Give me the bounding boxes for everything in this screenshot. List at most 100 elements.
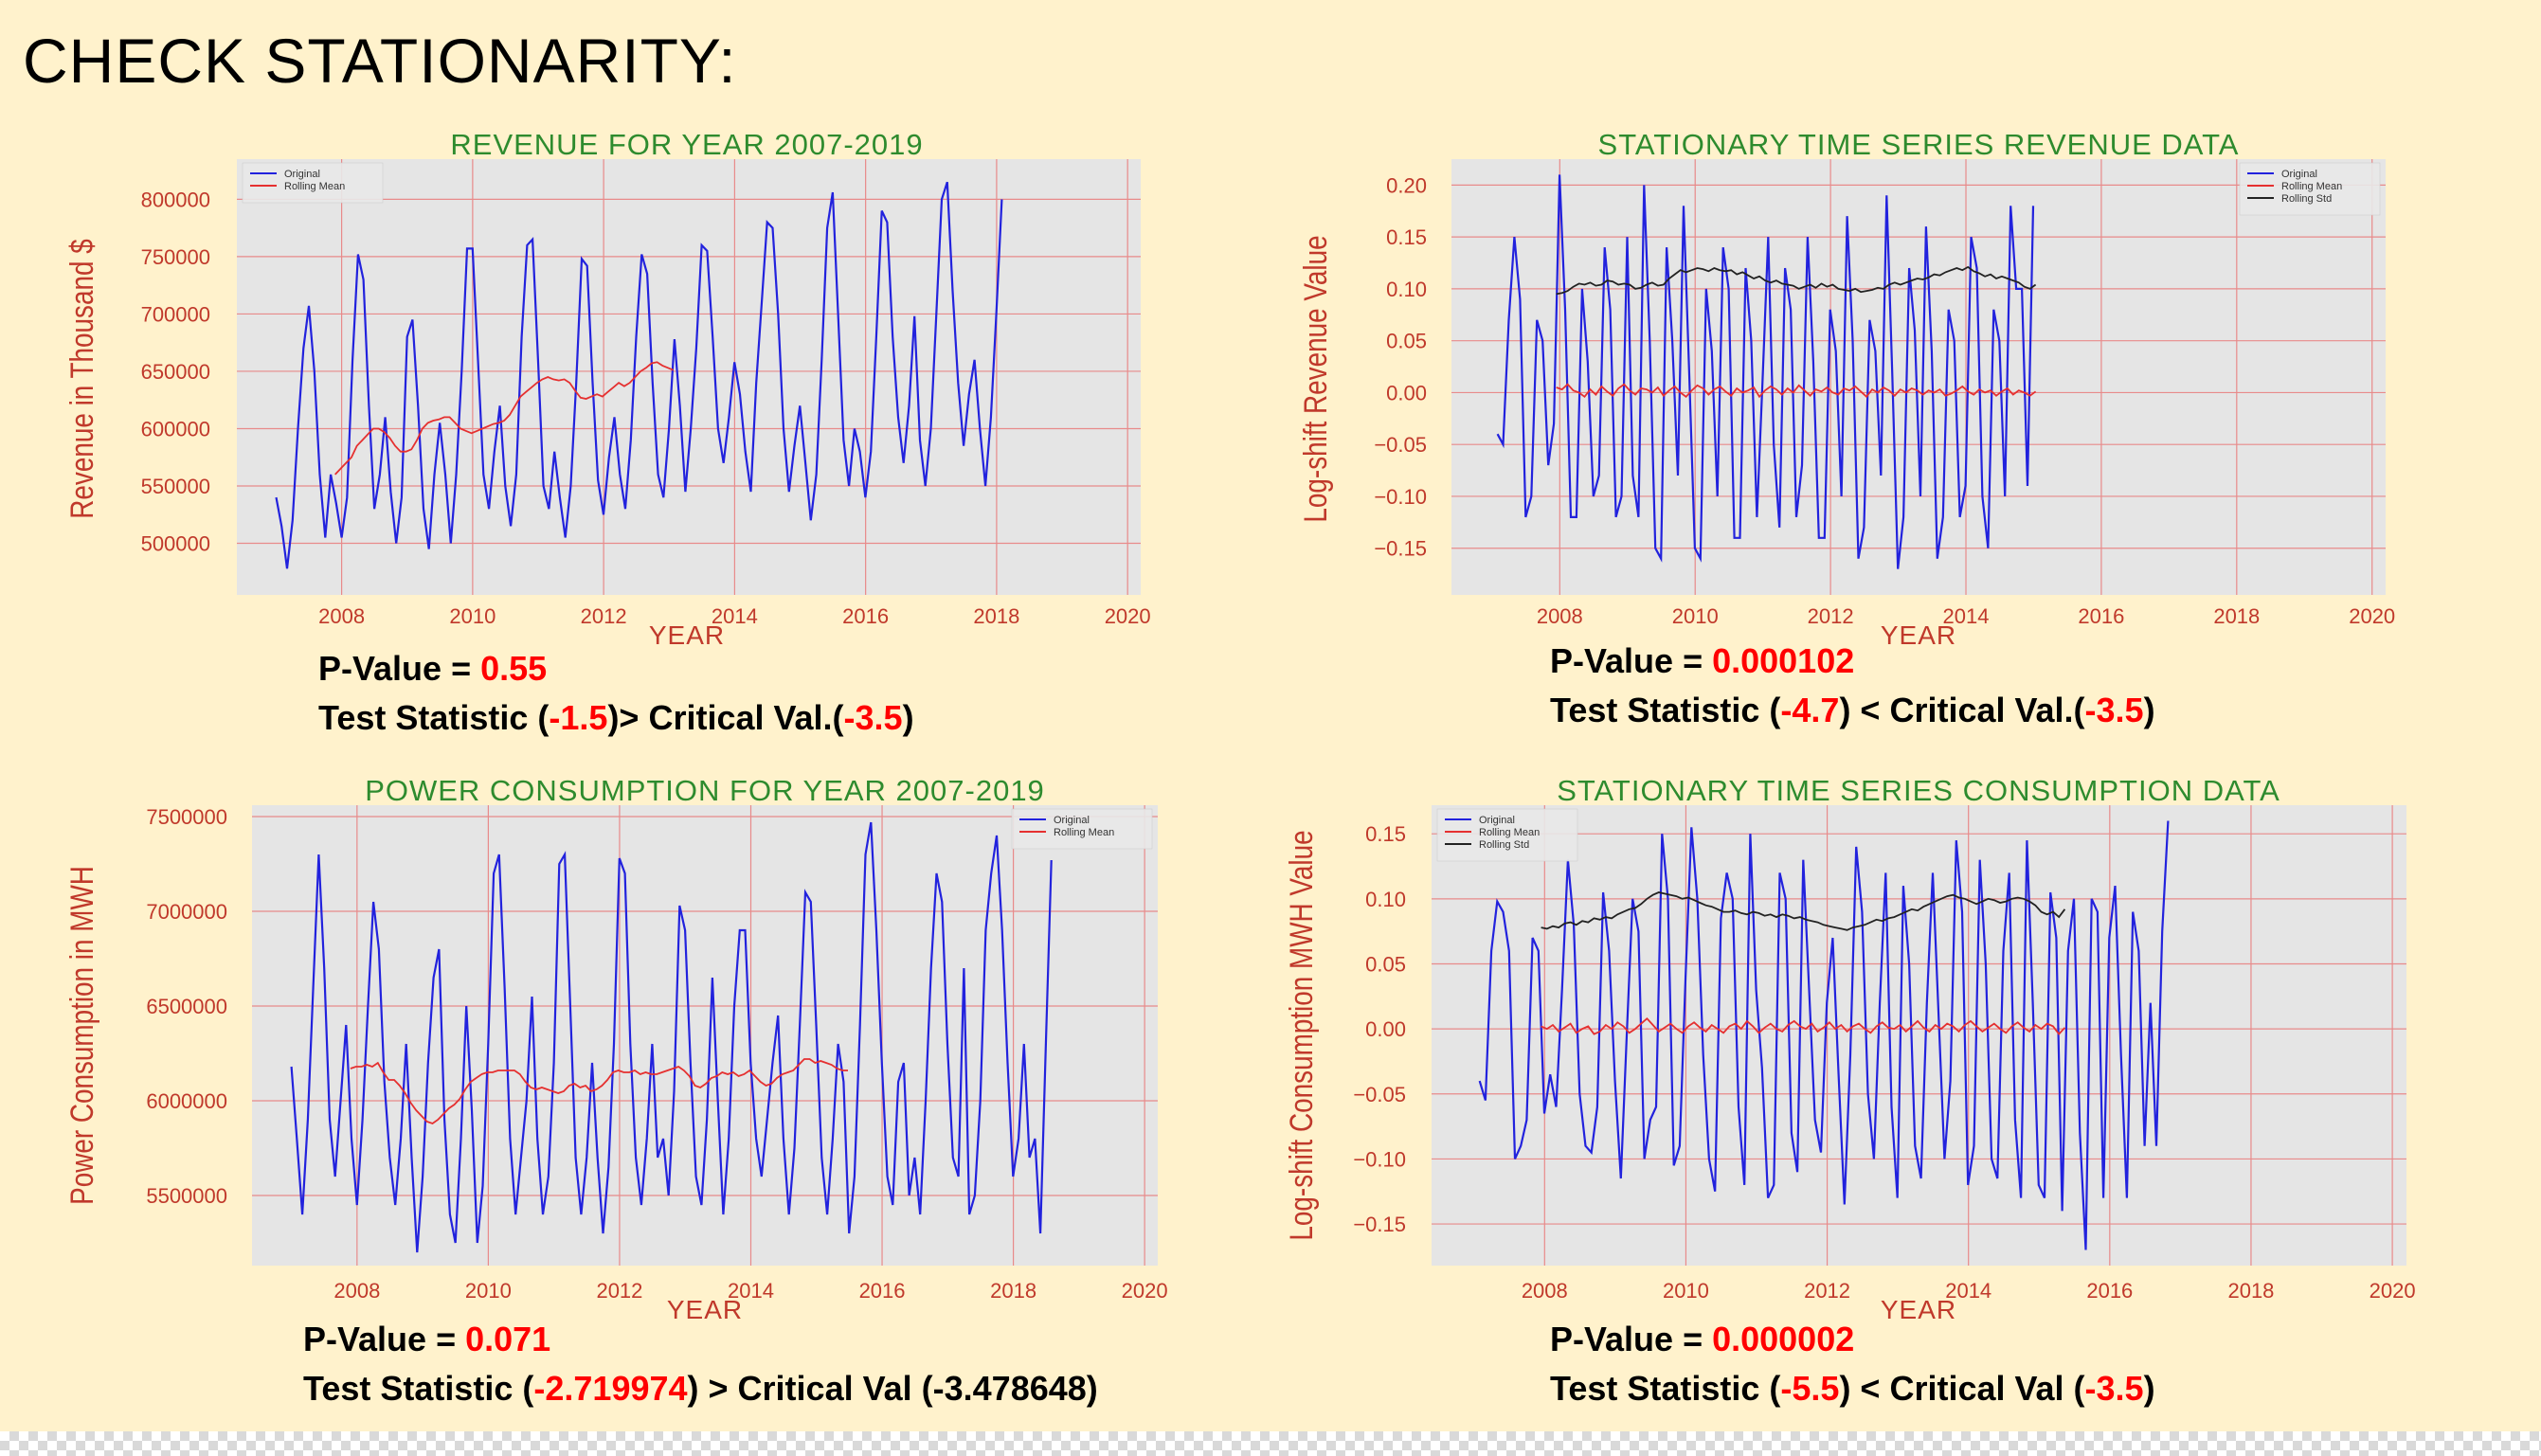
x-tick-label: 2018: [973, 604, 1019, 628]
y-tick-label: 800000: [141, 188, 210, 211]
revenue-stationary-chart: 2008 2010 2012 2014 2016 2018 2020 −0.15 −0.10 −0…: [1297, 128, 2395, 650]
series-line-rolling-std: [1541, 891, 2066, 931]
x-tick-label: 2008: [1522, 1279, 1568, 1303]
test-statistic-value: -4.7: [1780, 691, 1840, 729]
pvalue-value: 0.000102: [1712, 641, 1855, 680]
x-tick-label: 2008: [333, 1279, 380, 1303]
y-tick-label: 6500000: [146, 995, 227, 1018]
y-tick-label: 600000: [141, 417, 210, 440]
x-tick-label: 2020: [1105, 604, 1151, 628]
legend-label: Rolling Mean: [1479, 827, 1540, 838]
x-axis-label: YEAR: [1881, 1295, 1956, 1324]
x-tick-label: 2012: [581, 604, 627, 628]
x-axis-label: YEAR: [1881, 620, 1956, 650]
test-statistic-value: -1.5: [549, 698, 608, 737]
series-line-original: [275, 181, 1003, 569]
legend-label: Rolling Std: [2281, 193, 2332, 205]
y-tick-label: 7500000: [146, 805, 227, 829]
x-tick-label: 2016: [842, 604, 889, 628]
y-tick-label: 0.05: [1365, 952, 1406, 976]
pvalue-label: P-Value =: [318, 649, 481, 688]
pvalue-label: P-Value =: [303, 1320, 466, 1358]
y-tick-label: −0.05: [1353, 1083, 1406, 1106]
y-tick-label: 0.10: [1365, 888, 1406, 911]
series-line-rolling-mean: [1541, 1016, 2066, 1036]
x-tick-label: 2008: [318, 604, 365, 628]
legend-label: Rolling Mean: [284, 181, 345, 192]
pvalue-value: 0.071: [465, 1320, 551, 1358]
critical-value: -3.5: [2084, 1369, 2144, 1408]
y-tick-label: 0.10: [1386, 278, 1427, 301]
x-tick-label: 2018: [2213, 604, 2260, 628]
critical-value-label: )> Critical Val.(: [607, 698, 844, 737]
y-tick-label: 0.15: [1386, 225, 1427, 249]
critical-value: -3.5: [2084, 691, 2144, 729]
plot-area: [1451, 159, 2386, 595]
legend-box: [2239, 162, 2381, 216]
x-tick-label: 2018: [2227, 1279, 2274, 1303]
consumption-stats: P-Value = 0.071 Test Statistic (-2.71997…: [303, 1315, 1098, 1413]
y-tick-label: 0.05: [1386, 330, 1427, 353]
closing-paren: ): [2143, 1369, 2155, 1408]
legend-box: [1436, 808, 1578, 862]
legend-label: Rolling Std: [1479, 839, 1529, 851]
x-tick-label: 2016: [2086, 1279, 2133, 1303]
x-tick-label: 2014: [1945, 1279, 1991, 1303]
test-statistic-label: Test Statistic (: [1550, 691, 1781, 729]
closing-paren: ): [902, 698, 914, 737]
consumption-chart: 2008 2010 2012 2014 2016 2018 2020 5500000 60000…: [63, 774, 1168, 1324]
consumption-stationary-chart: 2008 2010 2012 2014 2016 2018 2020 −0.15 −0.10 −0…: [1283, 774, 2416, 1324]
legend-label: Original: [2281, 169, 2317, 180]
y-tick-label: −0.10: [1353, 1147, 1406, 1171]
critical-value-label: ) < Critical Val.(: [1839, 691, 2085, 729]
y-tick-label: 700000: [141, 302, 210, 326]
plot-area: [1432, 805, 2406, 1266]
legend-label: Original: [284, 169, 320, 180]
legend-box: [1011, 808, 1153, 850]
y-tick-label: 7000000: [146, 900, 227, 924]
series-line-rolling-mean: [334, 361, 675, 476]
page-title: CHECK STATIONARITY:: [23, 26, 737, 96]
y-tick-label: 6000000: [146, 1089, 227, 1113]
x-axis-label: YEAR: [667, 1295, 743, 1324]
x-tick-label: 2012: [1808, 604, 1854, 628]
checkerboard-strip: [0, 1431, 2541, 1456]
x-tick-label: 2014: [728, 1279, 774, 1303]
legend-label: Rolling Mean: [2281, 181, 2342, 192]
legend-label: Original: [1054, 815, 1090, 826]
series-line-original: [1478, 820, 2170, 1250]
y-tick-label: 0.15: [1365, 822, 1406, 846]
pvalue-value: 0.000002: [1712, 1320, 1855, 1358]
legend-label: Original: [1479, 815, 1515, 826]
critical-value: -3.5: [843, 698, 903, 737]
y-tick-label: 0.00: [1386, 381, 1427, 404]
x-tick-label: 2020: [2349, 604, 2395, 628]
legend-box: [242, 162, 384, 204]
pvalue-label: P-Value =: [1550, 641, 1713, 680]
x-tick-label: 2016: [2078, 604, 2124, 628]
y-axis-label: Log-shift Consumption MWH Value: [1283, 830, 1319, 1240]
x-tick-label: 2016: [859, 1279, 906, 1303]
y-tick-label: −0.15: [1353, 1213, 1406, 1236]
x-tick-label: 2010: [1672, 604, 1719, 628]
revenue-stationary-stats: P-Value = 0.000102 Test Statistic (-4.7)…: [1550, 637, 2155, 735]
chart-title: POWER CONSUMPTION FOR YEAR 2007-2019: [365, 774, 1045, 807]
consumption-stationary-stats: P-Value = 0.000002 Test Statistic (-5.5)…: [1550, 1315, 2155, 1413]
x-tick-label: 2010: [449, 604, 496, 628]
test-statistic-value: -5.5: [1780, 1369, 1840, 1408]
y-tick-label: −0.10: [1374, 485, 1427, 509]
x-tick-label: 2012: [596, 1279, 642, 1303]
series-line-original: [1496, 174, 2035, 569]
critical-value-label: ) < Critical Val (: [1839, 1369, 2085, 1408]
y-tick-label: 550000: [141, 475, 210, 498]
y-tick-label: 0.00: [1365, 1017, 1406, 1041]
y-tick-label: 0.20: [1386, 173, 1427, 197]
pvalue-value: 0.55: [480, 649, 548, 688]
chart-title: REVENUE FOR YEAR 2007-2019: [450, 128, 923, 161]
test-statistic-label: Test Statistic (: [303, 1369, 534, 1408]
x-tick-label: 2020: [1122, 1279, 1168, 1303]
x-axis-label: YEAR: [649, 620, 725, 650]
y-tick-label: 650000: [141, 360, 210, 384]
x-tick-label: 2020: [2370, 1279, 2416, 1303]
test-statistic-value: -2.719974: [533, 1369, 688, 1408]
